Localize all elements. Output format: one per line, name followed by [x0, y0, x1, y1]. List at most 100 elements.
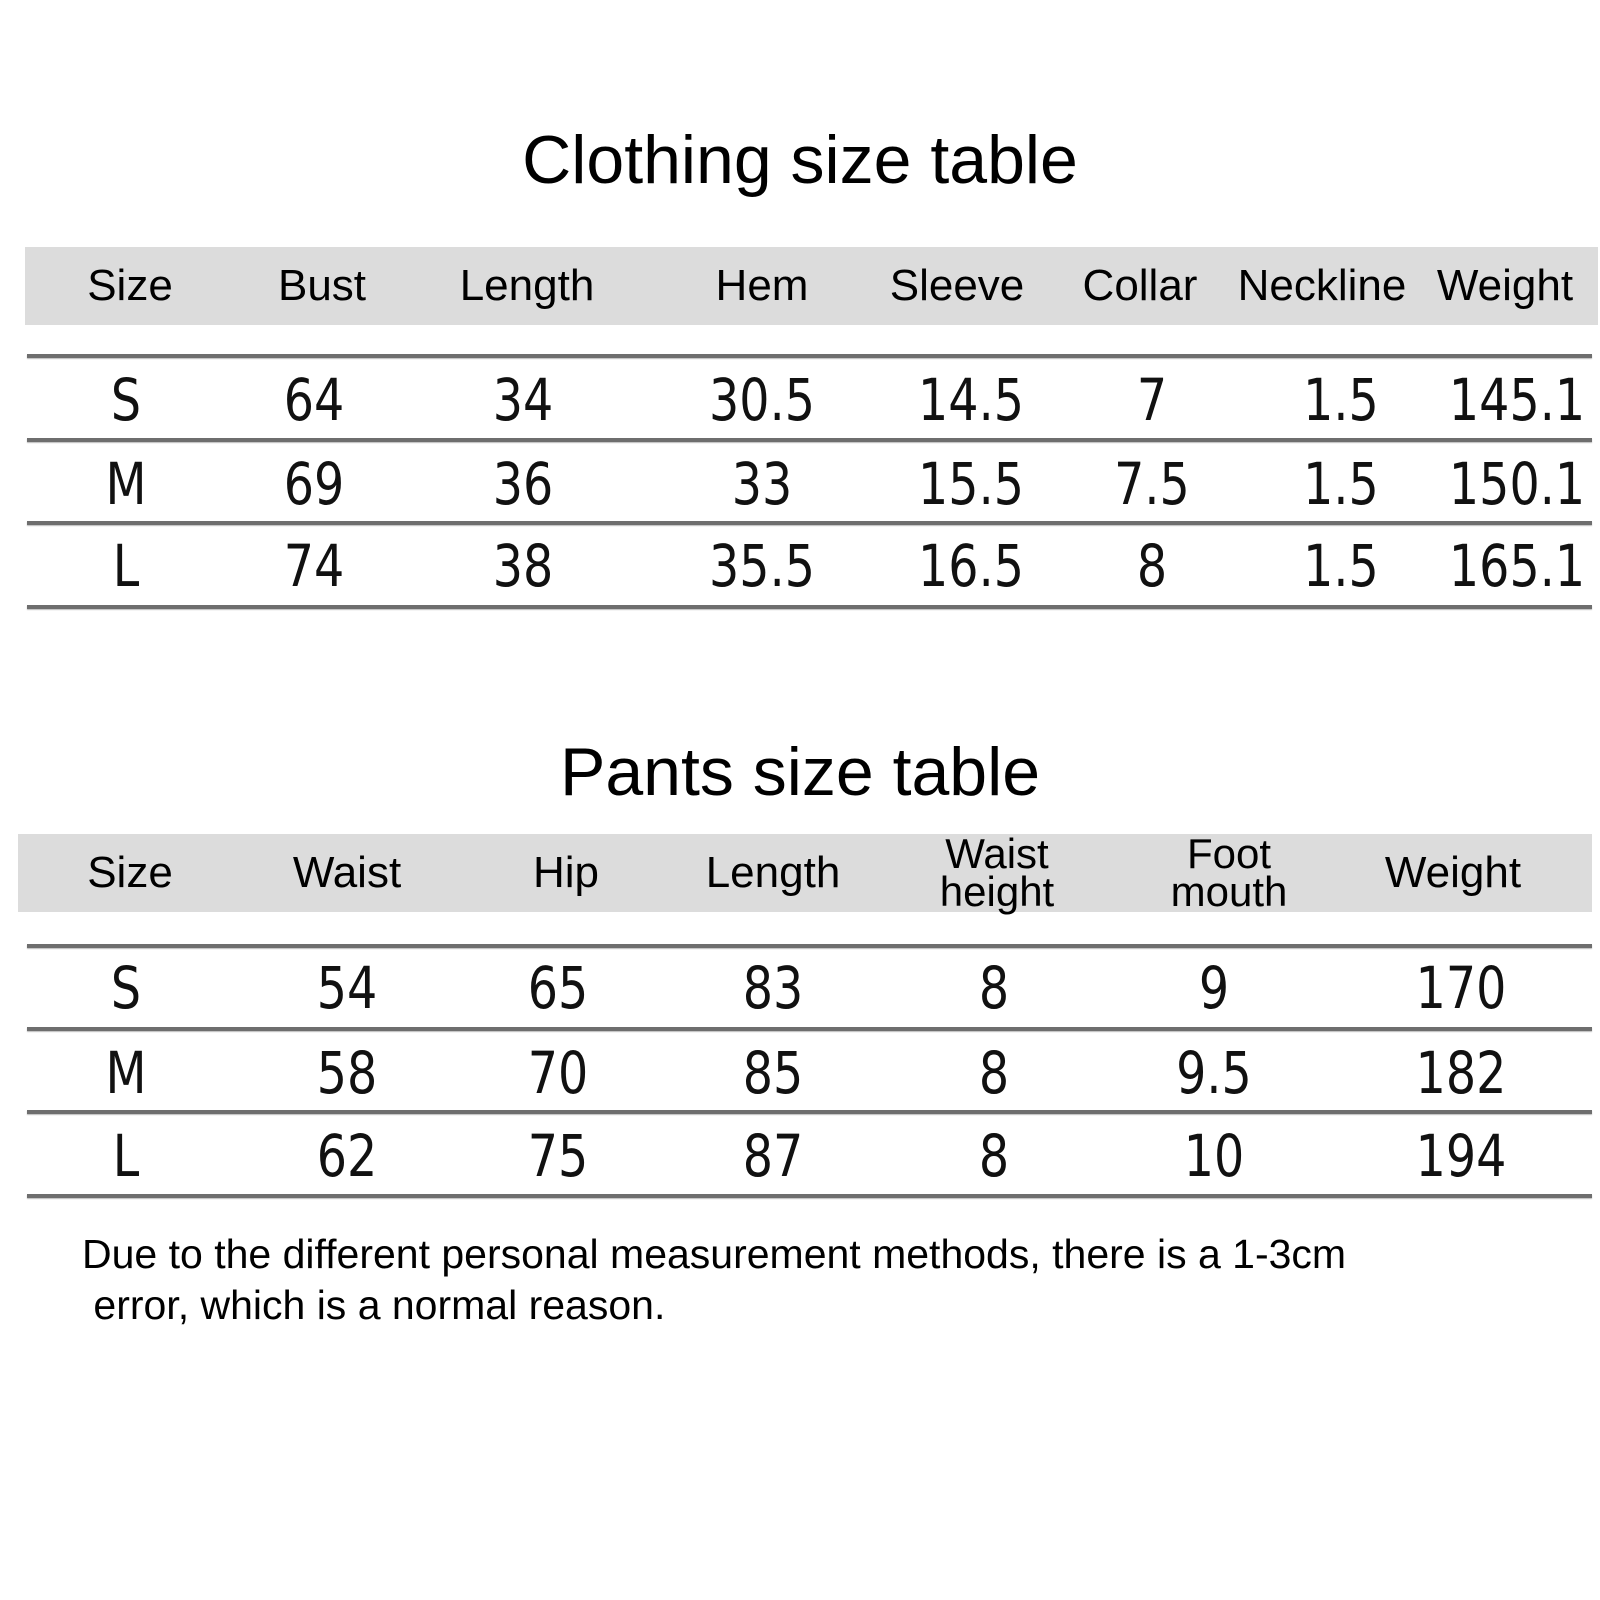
- row-divider: [27, 605, 1592, 609]
- table-cell: 34: [486, 371, 560, 429]
- cell-value: 8: [978, 1039, 1010, 1107]
- table-cell: 182: [1406, 1044, 1517, 1102]
- cell-value: L: [112, 1122, 140, 1190]
- cell-value: 182: [1415, 1039, 1507, 1107]
- row-divider: [27, 1194, 1592, 1198]
- column-header-collar: Collar: [1082, 261, 1198, 310]
- table-cell: 165.1: [1434, 537, 1600, 595]
- measurement-note-line-2: error, which is a normal reason.: [82, 1282, 666, 1328]
- table-cell: 1.5: [1295, 371, 1387, 429]
- clothing-title: Clothing size table: [522, 122, 1078, 198]
- table-cell: 7: [1134, 371, 1171, 429]
- cell-value: 1.5: [1303, 532, 1379, 600]
- column-header-size: Size: [87, 261, 173, 310]
- cell-value: 7: [1136, 366, 1168, 434]
- table-cell: 62: [310, 1127, 384, 1185]
- table-cell: 1.5: [1295, 537, 1387, 595]
- table-cell: 8: [976, 1127, 1013, 1185]
- table-cell: 1.5: [1295, 455, 1387, 513]
- row-divider: [27, 521, 1592, 525]
- column-header-waist: Waist: [292, 848, 402, 897]
- table-cell: 7.5: [1106, 455, 1198, 513]
- table-cell: 64: [277, 371, 351, 429]
- column-header-sleeve: Sleeve: [889, 261, 1025, 310]
- column-header-length: Length: [459, 261, 595, 310]
- table-cell: L: [110, 1127, 142, 1185]
- cell-value: 65: [527, 954, 589, 1022]
- cell-value: 54: [316, 954, 378, 1022]
- table-cell: 65: [521, 959, 595, 1017]
- cell-value: 9: [1198, 954, 1230, 1022]
- cell-value: 194: [1415, 1122, 1507, 1190]
- cell-value: 16.5: [918, 532, 1024, 600]
- cell-value: 35.5: [709, 532, 815, 600]
- table-cell: 8: [976, 1044, 1013, 1102]
- table-cell: 8: [1134, 537, 1171, 595]
- cell-value: M: [105, 450, 147, 518]
- measurement-note-line-1: Due to the different personal measuremen…: [82, 1231, 1347, 1277]
- table-cell: 87: [736, 1127, 810, 1185]
- cell-value: S: [110, 954, 142, 1022]
- table-cell: S: [108, 959, 145, 1017]
- table-cell: 170: [1406, 959, 1517, 1017]
- table-cell: 35.5: [697, 537, 826, 595]
- table-cell: 194: [1406, 1127, 1517, 1185]
- table-cell: 145.1: [1434, 371, 1600, 429]
- cell-value: 30.5: [709, 366, 815, 434]
- cell-value: 14.5: [918, 366, 1024, 434]
- pants-header-band: [18, 834, 1592, 912]
- cell-value: 70: [527, 1039, 589, 1107]
- cell-value: 33: [731, 450, 793, 518]
- table-cell: 54: [310, 959, 384, 1017]
- cell-value: S: [110, 366, 142, 434]
- cell-value: 165.1: [1448, 532, 1586, 600]
- cell-value: 87: [742, 1122, 804, 1190]
- table-cell: 30.5: [697, 371, 826, 429]
- cell-value: 85: [742, 1039, 804, 1107]
- cell-value: 83: [742, 954, 804, 1022]
- cell-value: 145.1: [1448, 366, 1586, 434]
- cell-value: 8: [978, 1122, 1010, 1190]
- cell-value: 170: [1415, 954, 1507, 1022]
- table-cell: M: [101, 1044, 151, 1102]
- cell-value: 1.5: [1303, 450, 1379, 518]
- cell-value: 58: [316, 1039, 378, 1107]
- row-divider: [27, 1110, 1592, 1114]
- cell-value: 7.5: [1114, 450, 1190, 518]
- table-cell: 16.5: [906, 537, 1035, 595]
- cell-value: 8: [978, 954, 1010, 1022]
- table-cell: 8: [976, 959, 1013, 1017]
- column-header-length: Length: [705, 848, 841, 897]
- table-cell: 33: [725, 455, 799, 513]
- table-cell: 10: [1177, 1127, 1251, 1185]
- cell-value: 15.5: [918, 450, 1024, 518]
- table-cell: S: [108, 371, 145, 429]
- table-cell: 14.5: [906, 371, 1035, 429]
- row-divider: [27, 354, 1592, 358]
- table-cell: 58: [310, 1044, 384, 1102]
- row-divider: [27, 438, 1592, 442]
- column-header-hip: Hip: [532, 848, 600, 897]
- pants-title: Pants size table: [559, 734, 1041, 810]
- table-cell: 36: [486, 455, 560, 513]
- column-header-foot-mouth: Foot mouth: [1170, 830, 1288, 915]
- cell-value: 34: [492, 366, 554, 434]
- table-cell: 69: [277, 455, 351, 513]
- row-divider: [27, 944, 1592, 948]
- cell-value: 38: [492, 532, 554, 600]
- cell-value: 64: [283, 366, 345, 434]
- column-header-neckline: Neckline: [1237, 261, 1407, 310]
- cell-value: 9.5: [1176, 1039, 1252, 1107]
- column-header-size: Size: [87, 848, 173, 897]
- column-header-weight: Weight: [1384, 848, 1522, 897]
- cell-value: 62: [316, 1122, 378, 1190]
- table-cell: 38: [486, 537, 560, 595]
- cell-value: 1.5: [1303, 366, 1379, 434]
- cell-value: 8: [1136, 532, 1168, 600]
- column-header-waist-height: Waist height: [939, 830, 1055, 915]
- table-cell: 74: [277, 537, 351, 595]
- column-header-weight: Weight: [1436, 261, 1574, 310]
- column-header-bust: Bust: [277, 261, 367, 310]
- table-cell: L: [110, 537, 142, 595]
- table-cell: 9: [1196, 959, 1233, 1017]
